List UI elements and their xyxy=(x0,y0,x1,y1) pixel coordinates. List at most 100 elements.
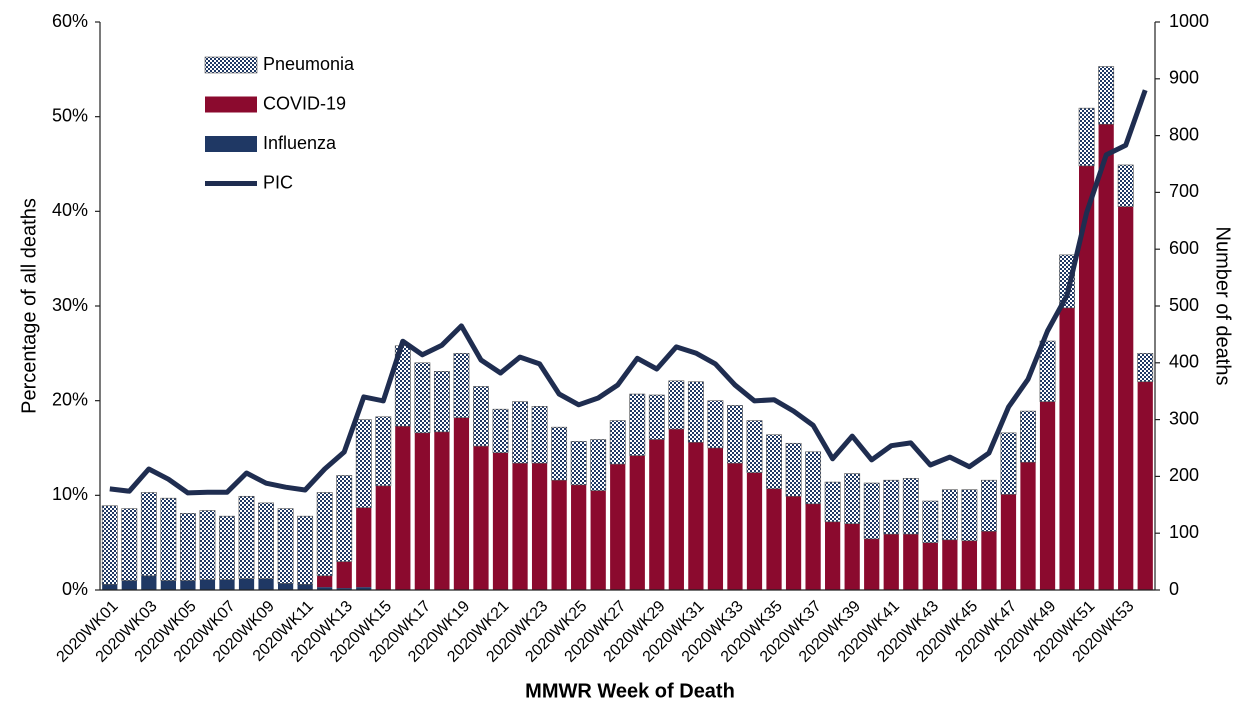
bar-segment xyxy=(101,505,118,585)
bar-segment xyxy=(219,579,235,590)
y2-tick-label: 0 xyxy=(1169,579,1179,599)
bar-segment xyxy=(316,492,333,577)
legend-label: COVID-19 xyxy=(263,93,346,113)
bar-segment xyxy=(1137,381,1153,590)
bar-segment xyxy=(746,472,763,590)
y2-tick-label: 300 xyxy=(1169,408,1199,428)
bar-segment xyxy=(317,575,333,588)
bar-segment xyxy=(297,515,314,585)
bar-segment xyxy=(297,584,313,590)
bar-segment xyxy=(512,401,528,464)
bar-segment xyxy=(531,406,548,464)
legend-swatch xyxy=(205,96,257,113)
bar-segment xyxy=(707,400,724,449)
bar-segment xyxy=(102,584,118,590)
y-axis-title: Percentage of all deaths xyxy=(18,198,40,414)
y2-tick-label: 1000 xyxy=(1169,11,1209,31)
bar-segment xyxy=(571,484,587,590)
bar-segment xyxy=(1117,164,1134,207)
y2-tick-label: 100 xyxy=(1169,522,1199,542)
bar-segment xyxy=(629,455,645,590)
bar-segment xyxy=(141,575,157,590)
bar-segment xyxy=(590,490,606,590)
bar-segment xyxy=(824,481,841,523)
bar-segment xyxy=(844,473,861,525)
bar-segment xyxy=(1137,353,1154,383)
y-tick-label: 50% xyxy=(52,105,88,125)
bar-segment xyxy=(785,496,802,590)
y2-tick-label: 600 xyxy=(1169,238,1199,258)
bar-segment xyxy=(551,480,567,590)
bar-segment xyxy=(668,429,684,590)
bar-segment xyxy=(883,534,899,590)
bar-segment xyxy=(121,508,138,581)
bar-segment xyxy=(825,521,841,590)
bar-segment xyxy=(473,446,489,590)
bar-segment xyxy=(1079,165,1095,591)
y2-tick-label: 500 xyxy=(1169,295,1199,315)
bar-segment xyxy=(258,502,274,579)
bar-segment xyxy=(863,482,880,540)
bar-segment xyxy=(453,353,470,419)
bar-segment xyxy=(610,464,626,590)
legend-swatch xyxy=(204,56,258,74)
bar-segment xyxy=(805,503,821,590)
y-tick-label: 30% xyxy=(52,295,88,315)
bar-segment xyxy=(1039,340,1056,402)
bar-segment xyxy=(238,578,255,590)
bar-segment xyxy=(1000,494,1017,590)
bar-segment xyxy=(336,475,353,562)
bar-segment xyxy=(140,492,157,577)
bar-segment xyxy=(981,531,997,590)
bar-segment xyxy=(1000,432,1017,495)
bar-segment xyxy=(180,580,196,590)
bar-segment xyxy=(883,479,900,535)
bar-segment xyxy=(590,439,607,491)
bar-segment xyxy=(258,578,274,590)
bar-segment xyxy=(766,434,782,490)
bar-segment xyxy=(727,405,743,464)
bar-segment xyxy=(473,386,489,447)
bar-segment xyxy=(903,534,919,590)
bar-segment xyxy=(864,538,880,590)
bar-segment xyxy=(238,495,255,579)
bar-segment xyxy=(1059,307,1075,590)
bar-segment xyxy=(1078,107,1095,167)
legend-label: Pneumonia xyxy=(263,54,355,74)
bar-segment xyxy=(746,420,763,473)
bar-segment xyxy=(570,441,587,486)
bar-segment xyxy=(902,477,919,535)
bar-segment xyxy=(453,417,470,590)
y2-tick-label: 700 xyxy=(1169,181,1199,201)
y-tick-label: 0% xyxy=(62,579,88,599)
bar-segment xyxy=(648,394,665,440)
bar-segment xyxy=(356,507,372,588)
bar-segment xyxy=(277,508,294,584)
line xyxy=(109,89,1148,496)
bar-segment xyxy=(375,485,391,590)
bar-segment xyxy=(355,419,372,508)
legend-swatch xyxy=(205,136,257,152)
bar-segment xyxy=(317,587,333,590)
y2-tick-label: 800 xyxy=(1169,124,1199,144)
bar-segment xyxy=(687,381,704,443)
bar-segment xyxy=(414,432,430,590)
bar-segment xyxy=(1059,254,1076,309)
bar-segment xyxy=(688,442,704,590)
bar-segment xyxy=(199,579,216,590)
bar-segment xyxy=(707,448,724,590)
y-tick-label: 10% xyxy=(52,484,88,504)
bar-segment xyxy=(961,489,978,542)
y-tick-label: 60% xyxy=(52,11,88,31)
bar-segment xyxy=(942,539,958,590)
bar-segment xyxy=(179,513,196,581)
bar-segment xyxy=(199,510,216,580)
bar-segment xyxy=(414,362,431,434)
bar-segment xyxy=(805,451,822,505)
bar-segment xyxy=(492,452,509,590)
x-axis-title: MMWR Week of Death xyxy=(525,680,735,702)
bar-segment xyxy=(649,439,665,590)
bar-segment xyxy=(1039,401,1056,590)
bar-segment xyxy=(395,426,411,590)
